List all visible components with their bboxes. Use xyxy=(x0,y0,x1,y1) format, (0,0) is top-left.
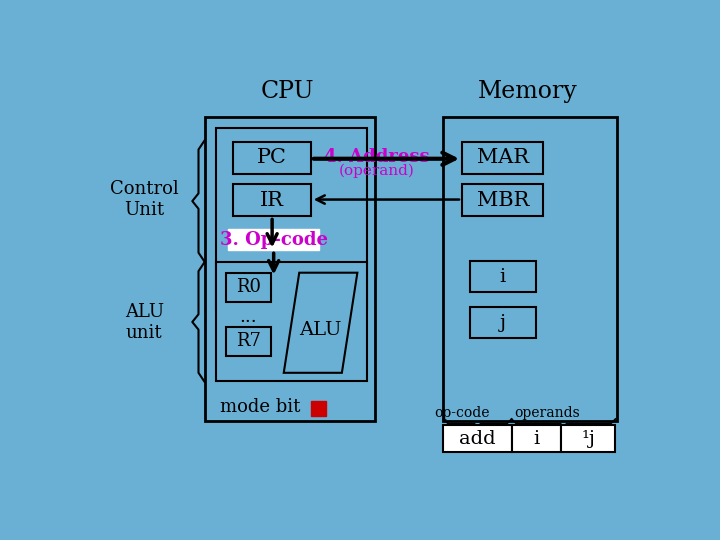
Bar xyxy=(462,184,544,217)
Bar xyxy=(561,425,616,452)
Text: operands: operands xyxy=(514,406,580,420)
Text: MBR: MBR xyxy=(477,191,529,210)
Text: PC: PC xyxy=(257,148,287,167)
Text: add: add xyxy=(459,430,496,448)
Bar xyxy=(225,273,271,302)
Text: ALU: ALU xyxy=(300,321,342,340)
Bar xyxy=(469,307,536,338)
Text: (operand): (operand) xyxy=(339,164,415,178)
Polygon shape xyxy=(284,273,357,373)
Bar xyxy=(225,327,271,356)
Text: ¹j: ¹j xyxy=(581,430,595,448)
Bar xyxy=(233,142,311,174)
Text: MAR: MAR xyxy=(477,148,528,167)
Text: 4. Address: 4. Address xyxy=(324,148,430,166)
Text: mode bit: mode bit xyxy=(220,399,301,416)
Text: R7: R7 xyxy=(235,332,261,350)
Bar xyxy=(469,261,536,292)
Text: R0: R0 xyxy=(235,278,261,296)
Bar xyxy=(443,117,617,421)
Bar xyxy=(311,401,326,416)
Bar xyxy=(444,425,512,452)
Text: ...: ... xyxy=(239,308,257,326)
Bar xyxy=(233,184,311,217)
Bar xyxy=(215,262,366,381)
Text: i: i xyxy=(500,267,506,286)
Bar xyxy=(215,128,366,309)
Text: ALU
unit: ALU unit xyxy=(125,303,164,342)
Text: IR: IR xyxy=(260,191,284,210)
Bar xyxy=(204,117,375,421)
Text: 3. Op-code: 3. Op-code xyxy=(220,231,328,248)
Text: Control
Unit: Control Unit xyxy=(110,180,179,219)
Bar xyxy=(462,142,544,174)
Text: Memory: Memory xyxy=(478,80,577,103)
Text: i: i xyxy=(534,430,539,448)
Text: op-code: op-code xyxy=(434,406,490,420)
Bar xyxy=(512,425,561,452)
Text: CPU: CPU xyxy=(261,80,315,103)
Bar xyxy=(228,229,320,251)
Text: j: j xyxy=(500,314,505,332)
